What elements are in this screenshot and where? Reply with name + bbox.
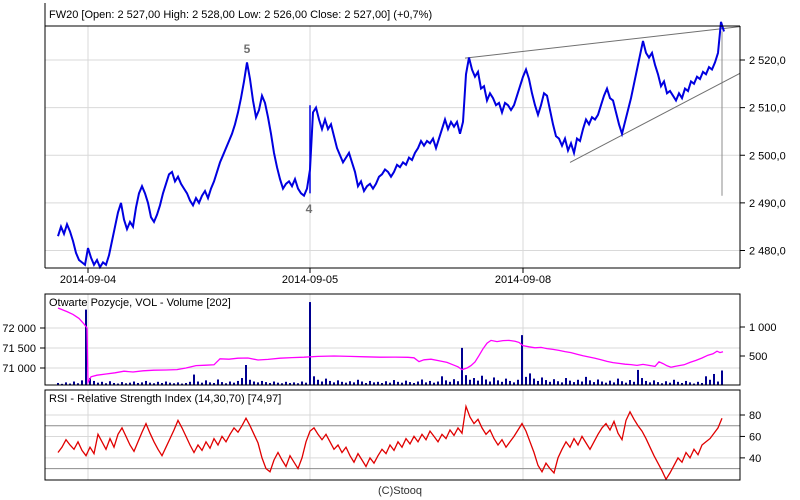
volume-panel-title: Otwarte Pozycje, VOL - Volume [202] (49, 297, 231, 309)
open-positions-line (57, 307, 724, 385)
rsi-line (57, 403, 723, 481)
price-series (57, 21, 725, 270)
trendline-lower (569, 72, 741, 163)
open-positions-tick-label: 72 000 (2, 323, 36, 335)
price-tick-label: 2 490,0 (749, 198, 786, 210)
price-tick-label: 2 500,0 (749, 150, 786, 162)
volume-panel-frame (44, 293, 741, 386)
volume-tick-label: 500 (749, 351, 767, 363)
price-panel: 2 520,0 2 510,0 2 500,0 2 490,0 2 480,0 2014-… (44, 3, 786, 286)
wave-annotation: 5 (244, 42, 251, 56)
open-positions-tick-label: 71 000 (2, 363, 36, 375)
volume-panel: 72 000 71 500 71 000 1 000 500 Otwarte Pozycj… (2, 293, 777, 386)
trendline-upper (464, 26, 741, 59)
price-tick-label: 2 480,0 (749, 246, 786, 258)
rsi-tick-label: 80 (749, 410, 761, 422)
rsi-panel-frame (44, 389, 741, 481)
rsi-panel: 80 60 40 RSI - Relative Strength Index (14,… (44, 389, 761, 481)
chart-panels: 2 520,0 2 510,0 2 500,0 2 490,0 2 480,0 2014-… (2, 3, 786, 481)
date-tick-label: 2014-09-08 (495, 274, 551, 286)
price-tick-label: 2 510,0 (749, 103, 786, 115)
date-tick-label: 2014-09-05 (282, 274, 338, 286)
volume-tick-label: 1 000 (749, 322, 777, 334)
rsi-tick-label: 40 (749, 453, 761, 465)
date-tick-label: 2014-09-04 (60, 274, 116, 286)
wave-annotation: 4 (306, 202, 313, 216)
rsi-tick-label: 60 (749, 431, 761, 443)
open-positions-tick-label: 71 500 (2, 343, 36, 355)
price-tick-label: 2 520,0 (749, 55, 786, 67)
rsi-panel-title: RSI - Relative Strength Index (14,30,70)… (49, 393, 281, 405)
copyright-text: (C)Stooq (378, 485, 422, 497)
ohlc-header-text: FW20 [Open: 2 527,00 High: 2 528,00 Low:… (49, 9, 432, 21)
